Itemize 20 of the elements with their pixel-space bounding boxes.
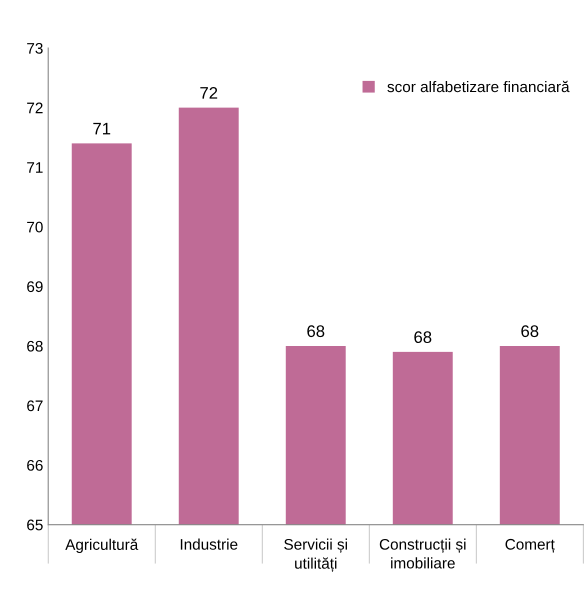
data-label: 68 — [307, 325, 324, 338]
y-tick-label: 68 — [27, 340, 43, 352]
y-tick-label: 69 — [27, 281, 43, 292]
x-tick-label: Servicii și utilități — [284, 538, 347, 572]
x-tick-label: Industrie — [180, 538, 238, 550]
data-label: 68 — [414, 331, 432, 344]
y-tick-label: 73 — [27, 42, 43, 54]
x-tick-label: Agricultură — [65, 538, 138, 553]
data-label: 68 — [521, 325, 538, 338]
y-tick-label: 70 — [27, 222, 43, 232]
data-label: 71 — [93, 122, 110, 134]
y-tick-label: 72 — [27, 102, 43, 114]
legend-label: scor alfabetizare financiară — [387, 80, 570, 92]
y-tick-label: 71 — [27, 162, 43, 173]
y-tick-label: 65 — [27, 520, 43, 530]
y-tick-label: 67 — [27, 400, 43, 412]
x-tick-label: Comerț — [506, 538, 555, 553]
data-label: 72 — [200, 87, 218, 99]
y-tick-label: 66 — [27, 460, 43, 471]
x-tick-label: Construcții și imobiliare — [380, 538, 466, 569]
